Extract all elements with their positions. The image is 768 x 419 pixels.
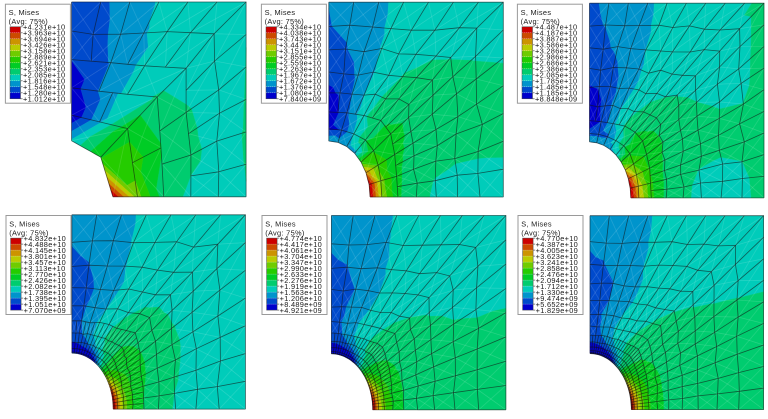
- svg-text:S, Mises: S, Mises: [9, 8, 40, 17]
- svg-text:+4.921e+09: +4.921e+09: [280, 306, 322, 315]
- svg-text:S, Mises: S, Mises: [521, 220, 552, 229]
- svg-text:+1.012e+10: +1.012e+10: [23, 95, 65, 104]
- svg-text:+7.840e+09: +7.840e+09: [279, 95, 321, 104]
- svg-text:+8.848e+09: +8.848e+09: [535, 95, 577, 104]
- svg-text:S, Mises: S, Mises: [521, 8, 552, 17]
- svg-text:S, Mises: S, Mises: [265, 220, 296, 229]
- svg-text:S, Mises: S, Mises: [265, 8, 296, 17]
- svg-text:+7.070e+09: +7.070e+09: [24, 306, 66, 315]
- svg-text:S, Mises: S, Mises: [9, 220, 40, 229]
- svg-text:+1.829e+09: +1.829e+09: [536, 306, 578, 315]
